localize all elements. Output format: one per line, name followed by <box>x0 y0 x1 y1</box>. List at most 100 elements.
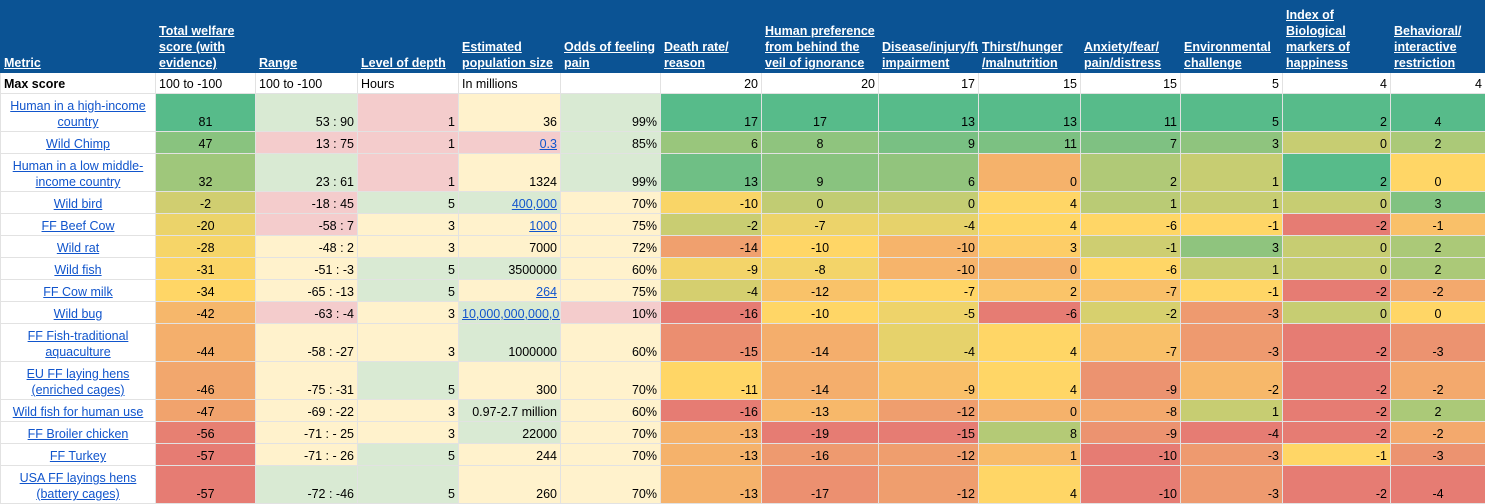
score-cell[interactable]: 1 <box>1181 258 1283 280</box>
column-header[interactable]: Human preference from behind the veil of… <box>762 1 879 73</box>
range-cell[interactable]: -65 : -13 <box>256 280 358 302</box>
column-header[interactable]: Disease/injury/functional impairment <box>879 1 979 73</box>
total-score-cell[interactable]: -2 <box>156 192 256 214</box>
max-score-label[interactable]: Max score <box>1 73 156 94</box>
score-cell[interactable]: -14 <box>762 362 879 400</box>
score-cell[interactable]: -2 <box>1081 302 1181 324</box>
score-cell[interactable]: 17 <box>661 94 762 132</box>
score-cell[interactable]: -10 <box>879 236 979 258</box>
score-cell[interactable]: 3 <box>1391 192 1485 214</box>
metric-link[interactable]: FF Broiler chicken <box>28 427 129 441</box>
score-cell[interactable]: -4 <box>1181 422 1283 444</box>
range-cell[interactable]: -75 : -31 <box>256 362 358 400</box>
score-cell[interactable]: 4 <box>979 192 1081 214</box>
score-cell[interactable]: 13 <box>979 94 1081 132</box>
depth-cell[interactable]: 3 <box>358 214 459 236</box>
score-cell[interactable]: -2 <box>1391 422 1485 444</box>
score-cell[interactable]: -1 <box>1283 444 1391 466</box>
metric-cell[interactable]: FF Broiler chicken <box>1 422 156 444</box>
population-link[interactable]: 10,000,000,000,000 <box>462 307 561 321</box>
metric-link[interactable]: FF Fish-traditional aquaculture <box>28 329 129 359</box>
total-score-cell[interactable]: -20 <box>156 214 256 236</box>
score-cell[interactable]: -19 <box>762 422 879 444</box>
metric-link[interactable]: Wild fish for human use <box>13 405 144 419</box>
score-cell[interactable]: -12 <box>762 280 879 302</box>
metric-link[interactable]: Wild fish <box>54 263 101 277</box>
column-header[interactable]: Environmental challenge <box>1181 1 1283 73</box>
range-cell[interactable]: -48 : 2 <box>256 236 358 258</box>
score-cell[interactable]: -3 <box>1181 324 1283 362</box>
score-cell[interactable]: 3 <box>979 236 1081 258</box>
score-cell[interactable]: -2 <box>1283 362 1391 400</box>
total-score-cell[interactable]: -57 <box>156 444 256 466</box>
population-cell[interactable]: 3500000 <box>459 258 561 280</box>
column-header[interactable]: Level of depth <box>358 1 459 73</box>
depth-cell[interactable]: 3 <box>358 324 459 362</box>
total-score-cell[interactable]: -44 <box>156 324 256 362</box>
score-cell[interactable]: 4 <box>979 466 1081 504</box>
score-cell[interactable]: -2 <box>1391 362 1485 400</box>
total-score-cell[interactable]: -31 <box>156 258 256 280</box>
score-cell[interactable]: -4 <box>879 214 979 236</box>
score-cell[interactable]: -7 <box>1081 280 1181 302</box>
score-cell[interactable]: -2 <box>1283 214 1391 236</box>
column-header[interactable]: Index of Biological markers of happiness <box>1283 1 1391 73</box>
total-score-cell[interactable]: -57 <box>156 466 256 504</box>
score-cell[interactable]: -5 <box>879 302 979 324</box>
score-cell[interactable]: -13 <box>661 466 762 504</box>
odds-cell[interactable]: 85% <box>561 132 661 154</box>
depth-cell[interactable]: 5 <box>358 192 459 214</box>
max-score-cell[interactable]: 100 to -100 <box>256 73 358 94</box>
metric-link[interactable]: FF Turkey <box>50 449 106 463</box>
score-cell[interactable]: -12 <box>879 400 979 422</box>
score-cell[interactable]: -3 <box>1181 466 1283 504</box>
score-cell[interactable]: -2 <box>1283 400 1391 422</box>
score-cell[interactable]: 6 <box>661 132 762 154</box>
score-cell[interactable]: -2 <box>1181 362 1283 400</box>
depth-cell[interactable]: 5 <box>358 466 459 504</box>
odds-cell[interactable]: 99% <box>561 94 661 132</box>
total-score-cell[interactable]: 47 <box>156 132 256 154</box>
score-cell[interactable]: -3 <box>1391 324 1485 362</box>
total-score-cell[interactable]: -28 <box>156 236 256 258</box>
score-cell[interactable]: 9 <box>879 132 979 154</box>
depth-cell[interactable]: 3 <box>358 400 459 422</box>
total-score-cell[interactable]: 81 <box>156 94 256 132</box>
score-cell[interactable]: 13 <box>661 154 762 192</box>
score-cell[interactable]: -2 <box>1283 280 1391 302</box>
population-cell[interactable]: 22000 <box>459 422 561 444</box>
population-link[interactable]: 400,000 <box>512 197 557 211</box>
column-header[interactable]: Behavioral/ interactive restriction <box>1391 1 1485 73</box>
score-cell[interactable]: -6 <box>979 302 1081 324</box>
score-cell[interactable]: -2 <box>1283 466 1391 504</box>
score-cell[interactable]: 4 <box>979 324 1081 362</box>
score-cell[interactable]: 2 <box>1391 258 1485 280</box>
max-score-cell[interactable]: 4 <box>1283 73 1391 94</box>
max-score-cell[interactable]: 4 <box>1391 73 1485 94</box>
score-cell[interactable]: 1 <box>979 444 1081 466</box>
odds-cell[interactable]: 60% <box>561 258 661 280</box>
score-cell[interactable]: -1 <box>1181 214 1283 236</box>
total-score-cell[interactable]: 32 <box>156 154 256 192</box>
score-cell[interactable]: 4 <box>1391 94 1485 132</box>
population-cell[interactable]: 1000 <box>459 214 561 236</box>
total-score-cell[interactable]: -34 <box>156 280 256 302</box>
total-score-cell[interactable]: -42 <box>156 302 256 324</box>
score-cell[interactable]: 0 <box>979 400 1081 422</box>
range-cell[interactable]: -69 : -22 <box>256 400 358 422</box>
range-cell[interactable]: -58 : 7 <box>256 214 358 236</box>
odds-cell[interactable]: 75% <box>561 214 661 236</box>
score-cell[interactable]: -2 <box>1391 280 1485 302</box>
max-score-cell[interactable]: 17 <box>879 73 979 94</box>
odds-cell[interactable]: 70% <box>561 466 661 504</box>
score-cell[interactable]: 2 <box>1081 154 1181 192</box>
score-cell[interactable]: 0 <box>979 154 1081 192</box>
max-score-cell[interactable]: Hours <box>358 73 459 94</box>
score-cell[interactable]: -11 <box>661 362 762 400</box>
depth-cell[interactable]: 5 <box>358 362 459 400</box>
score-cell[interactable]: 2 <box>1283 94 1391 132</box>
score-cell[interactable]: -16 <box>661 302 762 324</box>
metric-link[interactable]: USA FF layings hens (battery cages) <box>20 471 137 501</box>
score-cell[interactable]: -6 <box>1081 258 1181 280</box>
population-cell[interactable]: 7000 <box>459 236 561 258</box>
